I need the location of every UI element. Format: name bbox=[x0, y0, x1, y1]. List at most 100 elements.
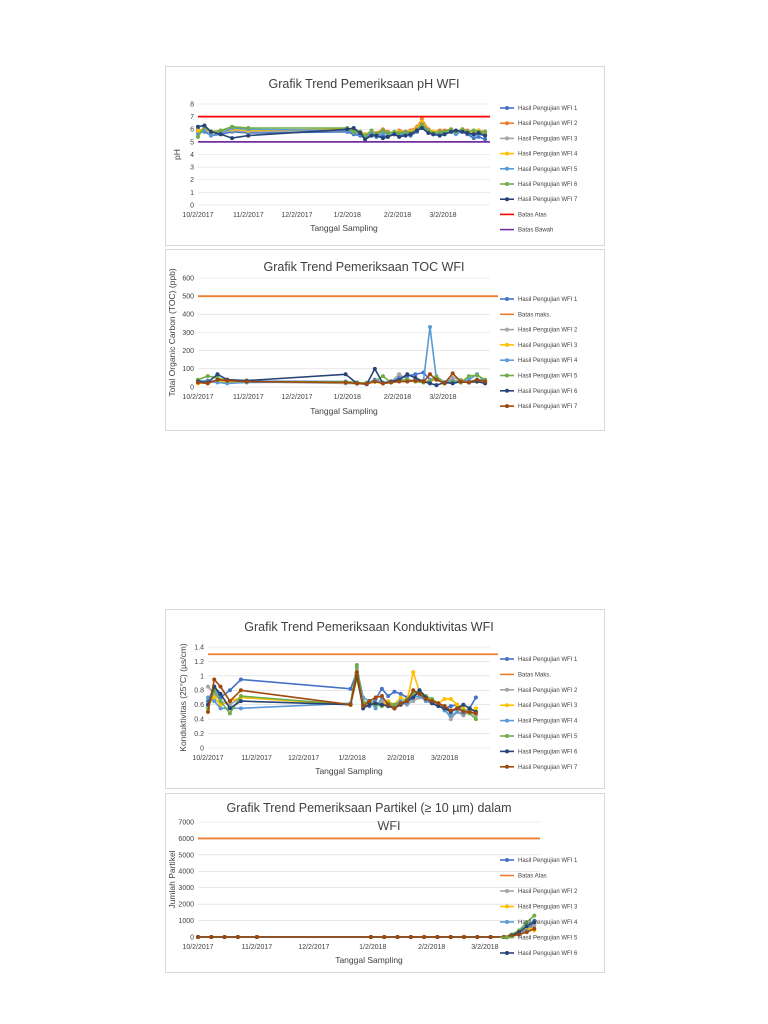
y-tick-label: 600 bbox=[182, 275, 194, 282]
data-point bbox=[398, 701, 403, 706]
y-axis-label: Total Organic Carbon (TOC) (ppb) bbox=[167, 268, 177, 397]
data-point bbox=[348, 702, 353, 707]
series-line bbox=[198, 923, 535, 938]
data-point bbox=[419, 122, 424, 127]
y-tick-label: 0.2 bbox=[194, 731, 204, 738]
data-point bbox=[372, 366, 377, 371]
data-point bbox=[380, 136, 385, 141]
legend-marker bbox=[505, 106, 509, 110]
data-point bbox=[398, 691, 403, 696]
legend-marker bbox=[505, 749, 509, 754]
legend-marker bbox=[505, 373, 509, 378]
chart-conductivity: Grafik Trend Pemeriksaan Konduktivitas W… bbox=[178, 620, 578, 776]
y-tick-label: 0.4 bbox=[194, 717, 204, 724]
data-point bbox=[238, 706, 243, 711]
data-point bbox=[361, 704, 366, 709]
data-point bbox=[379, 702, 384, 707]
data-point bbox=[524, 920, 529, 925]
data-point bbox=[411, 670, 416, 675]
x-tick-label: 2/2/2018 bbox=[384, 394, 411, 401]
x-tick-label: 10/2/2017 bbox=[192, 755, 223, 762]
legend-entry: Batas Atas bbox=[518, 212, 547, 218]
data-point bbox=[369, 128, 374, 133]
series-line bbox=[198, 926, 535, 938]
x-axis-label: Tanggal Sampling bbox=[310, 223, 378, 233]
data-point bbox=[475, 377, 480, 382]
data-point bbox=[398, 695, 403, 700]
legend-entry: Hasil Pengujian WFI 7 bbox=[518, 765, 578, 771]
data-point bbox=[386, 702, 391, 707]
data-point bbox=[196, 128, 200, 133]
data-point bbox=[475, 373, 480, 378]
y-tick-label: 2 bbox=[190, 177, 194, 184]
data-point bbox=[405, 379, 410, 384]
legend-marker bbox=[505, 657, 509, 661]
data-point bbox=[471, 132, 476, 137]
y-axis-label: Konduktivitas (25°C) (µs/cm) bbox=[178, 643, 188, 752]
data-point bbox=[471, 128, 476, 133]
data-point bbox=[442, 381, 447, 386]
data-point bbox=[411, 699, 416, 704]
data-point bbox=[397, 131, 402, 136]
data-point bbox=[435, 935, 440, 939]
legend-entry: Hasil Pengujian WFI 7 bbox=[518, 404, 578, 410]
data-point bbox=[358, 131, 363, 136]
data-point bbox=[450, 381, 455, 386]
x-tick-label: 3/2/2018 bbox=[471, 944, 498, 951]
data-point bbox=[222, 935, 227, 939]
y-tick-label: 200 bbox=[182, 348, 194, 355]
data-point bbox=[411, 688, 416, 693]
legend-marker bbox=[505, 358, 509, 363]
data-point bbox=[373, 706, 378, 711]
legend-marker bbox=[505, 297, 509, 301]
legend-marker bbox=[505, 182, 509, 186]
data-point bbox=[225, 378, 230, 383]
chart-title: Grafik Trend Pemeriksaan Konduktivitas W… bbox=[244, 620, 493, 634]
data-point bbox=[238, 694, 243, 699]
data-point bbox=[363, 133, 368, 138]
legend-marker bbox=[505, 858, 509, 862]
x-tick-label: 11/2/2017 bbox=[233, 212, 264, 219]
data-point bbox=[205, 374, 210, 379]
legend-marker bbox=[505, 136, 509, 141]
data-point bbox=[476, 131, 481, 136]
legend-marker bbox=[505, 166, 509, 171]
legend-entry: Hasil Pengujian WFI 4 bbox=[518, 920, 578, 926]
data-point bbox=[205, 381, 210, 386]
data-point bbox=[206, 709, 210, 714]
legend-entry: Hasil Pengujian WFI 5 bbox=[518, 734, 578, 740]
data-point bbox=[483, 129, 488, 134]
legend-marker bbox=[505, 388, 509, 393]
data-point bbox=[202, 123, 207, 128]
data-point bbox=[408, 935, 413, 939]
data-point bbox=[373, 701, 378, 706]
legend-marker bbox=[505, 687, 509, 692]
data-point bbox=[227, 688, 232, 693]
chart-title: Grafik Trend Pemeriksaan Partikel (≥ 10 … bbox=[227, 801, 512, 815]
y-tick-label: 7000 bbox=[178, 819, 194, 826]
data-point bbox=[343, 372, 348, 377]
chart-title: Grafik Trend Pemeriksaan TOC WFI bbox=[264, 260, 465, 274]
data-point bbox=[417, 688, 422, 693]
legend-entry: Hasil Pengujian WFI 5 bbox=[518, 936, 578, 942]
x-tick-label: 1/2/2018 bbox=[359, 944, 386, 951]
series-line bbox=[207, 675, 477, 713]
x-axis-label: Tanggal Sampling bbox=[335, 955, 403, 965]
y-tick-label: 100 bbox=[182, 366, 194, 373]
data-point bbox=[448, 713, 453, 718]
legend-marker bbox=[505, 342, 509, 347]
legend-marker bbox=[505, 718, 509, 723]
x-tick-label: 12/2/2017 bbox=[298, 944, 329, 951]
data-point bbox=[227, 711, 232, 716]
legend-entry: Hasil Pengujian WFI 6 bbox=[518, 749, 578, 755]
data-point bbox=[421, 379, 426, 384]
y-tick-label: 1.2 bbox=[194, 659, 204, 666]
x-tick-label: 2/2/2018 bbox=[384, 212, 411, 219]
legend-marker bbox=[505, 327, 509, 332]
x-tick-label: 3/2/2018 bbox=[429, 394, 456, 401]
y-tick-label: 6 bbox=[190, 127, 194, 134]
data-point bbox=[422, 935, 427, 939]
data-point bbox=[351, 129, 356, 134]
legend-entry: Batas Atas bbox=[518, 874, 547, 880]
chart-ph: Grafik Trend Pemeriksaan pH WFI 0 1 2 3 4 5 6 7 8… bbox=[172, 77, 578, 234]
